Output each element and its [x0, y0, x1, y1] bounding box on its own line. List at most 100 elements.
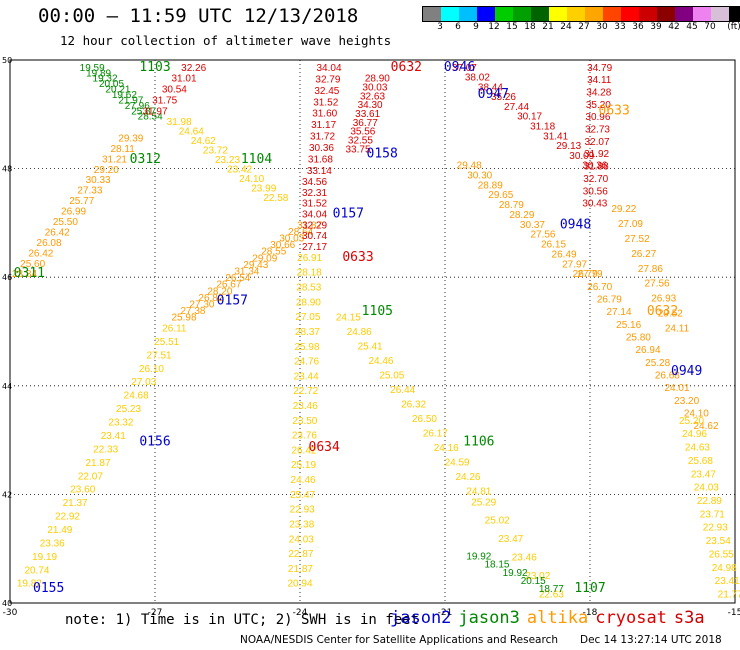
wave-height-value: 29.48 — [457, 161, 482, 172]
wave-height-value: 19.82 — [17, 579, 42, 590]
wave-height-value: 23.76 — [292, 431, 317, 442]
wave-height-value: 24.86 — [347, 327, 372, 338]
wave-height-value: 23.41 — [715, 576, 740, 587]
wave-height-value: 24.46 — [291, 475, 316, 486]
pass-label: 1103 — [139, 60, 170, 75]
wave-height-value: 26.82 — [198, 293, 223, 304]
wave-height-value: 25.19 — [291, 460, 316, 471]
wave-height-colorbar — [422, 6, 740, 22]
wave-height-value: 26.17 — [423, 428, 448, 439]
colorbar-swatch — [495, 7, 513, 21]
wave-height-value: 31.72 — [310, 132, 335, 143]
wave-height-value: 19.19 — [32, 552, 57, 563]
wave-height-value: 24.63 — [685, 443, 710, 454]
wave-height-value: 34.56 — [302, 177, 327, 188]
wave-height-value: 23.41 — [101, 431, 126, 442]
wave-height-value: 26.93 — [651, 294, 676, 305]
wave-height-value: 27.30 — [189, 299, 214, 310]
colorbar-label: 30 — [596, 22, 608, 32]
x-tick-label: -30 — [3, 608, 18, 618]
wave-height-value: 24.76 — [294, 357, 319, 368]
wave-height-value: 30.96 — [585, 112, 610, 123]
wave-height-value: 32.07 — [585, 137, 610, 148]
wave-height-value: 23.38 — [289, 519, 314, 530]
wave-height-value: 29.65 — [488, 190, 513, 201]
wave-height-value: 22.63 — [539, 590, 564, 601]
wave-height-value: 34.04 — [316, 63, 341, 74]
wave-height-value: 30.37 — [520, 220, 545, 231]
plot-frame — [9, 59, 736, 604]
wave-height-value: 28.29 — [509, 210, 534, 221]
pass-label: 0633 — [599, 103, 630, 118]
y-tick-label: 46 — [2, 273, 12, 282]
wave-height-value: 23.84 — [12, 269, 37, 280]
wave-height-value: 30.36 — [582, 161, 607, 172]
note-text: note: 1) Time is in UTC; 2) SWH is in fe… — [65, 612, 420, 628]
wave-height-value: 23.72 — [203, 146, 228, 157]
wave-height-value: 25.23 — [116, 404, 141, 415]
wave-height-value: 26.42 — [45, 227, 70, 238]
wave-height-value: 27.56 — [530, 230, 555, 241]
wave-height-value: 33.14 — [307, 166, 332, 177]
wave-height-value: 30.09 — [569, 151, 594, 162]
wave-height-value: 27.51 — [147, 350, 172, 361]
wave-height-value: 26.91 — [297, 253, 322, 264]
wave-height-value: 22.58 — [263, 193, 288, 204]
colorbar-label: 45 — [686, 22, 698, 32]
wave-height-value: 26.79 — [573, 269, 598, 280]
wave-height-value: 32.70 — [583, 174, 608, 185]
wave-height-value: 25.50 — [53, 217, 78, 228]
wave-height-value: 30.17 — [517, 112, 542, 123]
wave-height-value: 28.90 — [365, 74, 390, 85]
wave-height-value: 25.60 — [20, 259, 45, 270]
colorbar-swatch — [477, 7, 495, 21]
wave-height-value: 30.03 — [362, 83, 387, 94]
wave-height-value: 20.15 — [521, 576, 546, 587]
wave-height-value: 20.21 — [105, 85, 130, 96]
wave-height-value: 24.01 — [664, 383, 689, 394]
wave-height-value: 23.47 — [498, 534, 523, 545]
wave-height-value: 26.15 — [541, 240, 566, 251]
wave-height-value: 23.02 — [525, 571, 550, 582]
wave-height-value: 29.20 — [94, 165, 119, 176]
pass-label: 0158 — [367, 147, 398, 162]
pass-label: 0946 — [444, 60, 475, 75]
pass-label: 0157 — [333, 206, 364, 221]
y-tick-label: 44 — [2, 382, 12, 391]
wave-height-value: 24.03 — [694, 483, 719, 494]
pass-label: 1104 — [241, 152, 272, 167]
wave-height-value: 22.92 — [55, 512, 80, 523]
wave-height-value: 31.60 — [312, 109, 337, 120]
pass-label: 0156 — [139, 435, 170, 450]
wave-height-value: 31.17 — [311, 120, 336, 131]
legend-s3a: s3a — [673, 608, 705, 628]
wave-height-value: 26.68 — [655, 371, 680, 382]
wave-height-value: 25.05 — [379, 371, 404, 382]
wave-height-value: 31.68 — [308, 155, 333, 166]
colorbar-swatch — [585, 7, 603, 21]
wave-height-value: 22.07 — [78, 471, 103, 482]
credit-text: NOAA/NESDIS Center for Satellite Applica… — [240, 634, 558, 646]
wave-height-value: 31.18 — [530, 122, 555, 133]
wave-height-value: 19.92 — [466, 552, 491, 563]
wave-height-value: 23.54 — [706, 536, 731, 547]
colorbar-label: 15 — [506, 22, 518, 32]
wave-height-value: 32.79 — [315, 74, 340, 85]
wave-height-value: 24.62 — [191, 136, 216, 147]
wave-height-value: 27.38 — [180, 306, 205, 317]
wave-height-value: 23.44 — [294, 371, 319, 382]
pass-label: 0949 — [671, 364, 702, 379]
wave-height-value: 31.98 — [167, 117, 192, 128]
wave-height-value: 24.96 — [682, 429, 707, 440]
wave-height-value: 25.41 — [358, 342, 383, 353]
wave-height-value: 26.42 — [28, 248, 53, 259]
y-tick-label: 40 — [2, 599, 12, 608]
wave-height-value: 30.54 — [162, 85, 187, 96]
colorbar-swatch — [711, 7, 729, 21]
wave-height-value: 30.03 — [279, 234, 304, 245]
wave-height-value: 34.30 — [358, 100, 383, 111]
wave-height-value: 25.77 — [69, 196, 94, 207]
wave-height-value: 24.64 — [179, 127, 204, 138]
wave-height-value: 26.44 — [390, 385, 415, 396]
wave-height-value: 27.09 — [618, 219, 643, 230]
